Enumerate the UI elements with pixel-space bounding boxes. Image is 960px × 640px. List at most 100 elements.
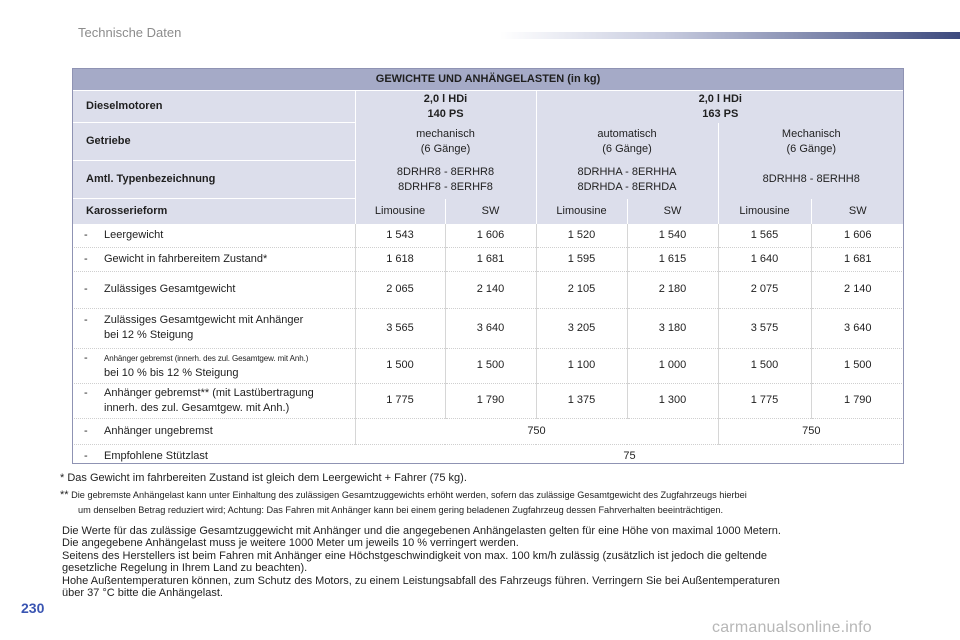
- body-style-cell: SW: [444, 198, 536, 224]
- row-dash: -: [84, 351, 88, 364]
- paragraph-line: Die Werte für das zulässige Gesamtzuggew…: [62, 525, 781, 537]
- paragraph-line: gesetzliche Regelung in Ihrem Land zu be…: [62, 562, 308, 575]
- table-cell: 1 790: [444, 382, 536, 418]
- footnote-1: * Das Gewicht im fahrbereiten Zustand is…: [60, 472, 467, 484]
- table-cell: 1 618: [354, 246, 445, 271]
- gearbox-gears: (6 Gänge): [602, 142, 652, 155]
- table-cell: 3 205: [535, 307, 627, 348]
- row-dash: -: [84, 252, 88, 265]
- body-style-row: Karosserieform Limousine SW Limousine SW…: [72, 198, 905, 224]
- engine-163ps-power: 163 PS: [702, 107, 739, 120]
- footnote-2-line-2: um denselben Betrag reduziert wird; Acht…: [78, 505, 724, 515]
- table-cell: 3 180: [626, 307, 718, 348]
- body-style-cell: Limousine: [354, 198, 445, 224]
- row-label: - Gewicht in fahrbereitem Zustand*: [72, 246, 355, 271]
- engine-140ps-power: 140 PS: [427, 107, 464, 120]
- table-cell: 3 565: [354, 307, 445, 348]
- table-cell: 1 500: [354, 347, 445, 383]
- body-style-cell: Limousine: [535, 198, 627, 224]
- row-dash: -: [84, 450, 88, 463]
- type-code-1: 8DRHR8 - 8ERHR8 8DRHF8 - 8ERHF8: [354, 160, 536, 199]
- table-cell: 1 775: [717, 382, 811, 418]
- paragraph-line: Seitens des Herstellers ist beim Fahren …: [62, 549, 767, 562]
- row-label-text-2: bei 12 % Steigung: [104, 329, 194, 341]
- row-label: - Empfohlene Stützlast: [72, 443, 355, 469]
- gearbox-gears: (6 Gänge): [420, 142, 471, 155]
- table-cell: 2 140: [810, 270, 905, 308]
- table-cell: 2 065: [354, 270, 445, 308]
- type-code-line: 8DRHF8 - 8ERHF8: [398, 180, 493, 193]
- table-cell: 1 595: [535, 246, 627, 271]
- table-row: - Anhänger ungebremst 750 750: [72, 417, 905, 444]
- unbraked-value-1: 750: [354, 417, 718, 444]
- row-dash: -: [84, 283, 88, 295]
- table-cell: 1 790: [810, 382, 905, 418]
- row-dash: -: [84, 386, 88, 399]
- row-label-text: Zulässiges Gesamtgewicht mit Anhänger: [104, 314, 304, 326]
- type-code-line: 8DRHDA - 8ERHDA: [577, 180, 677, 193]
- type-code-3: 8DRHH8 - 8ERHH8: [717, 160, 905, 199]
- gearbox-type: Mechanisch: [781, 127, 841, 140]
- table-cell: 2 180: [626, 270, 718, 308]
- weights-table: GEWICHTE UND ANHÄNGELASTEN (in kg) Diese…: [72, 68, 905, 469]
- paragraph-line: Hohe Außentemperaturen können, zum Schut…: [62, 574, 780, 587]
- paragraph-line: über 37 °C bitte die Anhängelast.: [62, 587, 223, 600]
- row-label-text-2: innerh. des zul. Gesamtgew. mit Anh.): [104, 401, 290, 414]
- table-cell: 1 775: [354, 382, 445, 418]
- header-gradient-bar: [500, 32, 960, 39]
- table-title-row: GEWICHTE UND ANHÄNGELASTEN (in kg): [72, 68, 905, 91]
- table-cell: 2 075: [717, 270, 811, 308]
- row-label-text: Empfohlene Stützlast: [104, 450, 208, 463]
- type-code-2: 8DRHHA - 8ERHHA 8DRHDA - 8ERHDA: [535, 160, 718, 199]
- type-code-line: 8DRHR8 - 8ERHR8: [396, 165, 495, 178]
- section-title: Technische Daten: [78, 25, 182, 40]
- gearbox-type: automatisch: [597, 127, 657, 140]
- gearbox-manual-163: Mechanisch (6 Gänge): [717, 122, 905, 161]
- table-cell: 1 640: [717, 246, 811, 271]
- row-label: - Leergewicht: [72, 224, 355, 247]
- engine-163ps: 2,0 l HDi 163 PS: [535, 90, 905, 123]
- table-row: - Zulässiges Gesamtgewicht 2 065 2 140 2 …: [72, 270, 905, 308]
- table-cell: 3 575: [717, 307, 811, 348]
- gearbox-gears: (6 Gänge): [786, 142, 837, 155]
- footnote-2-line-1: Die gebremste Anhängelast kann unter Ein…: [71, 490, 747, 500]
- row-label-text: Zulässiges Gesamtgewicht: [104, 283, 236, 295]
- page-number: 230: [21, 600, 45, 616]
- table-cell: 1 500: [717, 347, 811, 383]
- row-label-text-2: bei 10 % bis 12 % Steigung: [104, 366, 239, 379]
- support-load-value: 75: [355, 443, 905, 469]
- table-row: - Gewicht in fahrbereitem Zustand* 1 618 …: [72, 246, 905, 271]
- gearbox-label: Getriebe: [72, 122, 355, 161]
- gearbox-manual-140: mechanisch (6 Gänge): [354, 122, 536, 161]
- type-code-line: 8DRHHA - 8ERHHA: [577, 165, 677, 178]
- row-label: - Zulässiges Gesamtgewicht: [72, 270, 355, 308]
- row-label-text: Gewicht in fahrbereitem Zustand*: [104, 252, 268, 265]
- row-label: - Anhänger ungebremst: [72, 417, 355, 444]
- engine-140ps-name: 2,0 l HDi: [423, 92, 468, 105]
- table-row: - Zulässiges Gesamtgewicht mit Anhänger be…: [72, 307, 905, 348]
- row-label-text: Anhänger gebremst (innerh. des zul. Gesa…: [104, 353, 309, 363]
- table-cell: 2 105: [535, 270, 627, 308]
- engine-140ps: 2,0 l HDi 140 PS: [354, 90, 536, 123]
- table-row: - Anhänger gebremst** (mit Lastübertragun…: [72, 382, 905, 418]
- gearbox-type: mechanisch: [416, 127, 475, 140]
- table-cell: 1 375: [535, 382, 627, 418]
- row-label-text: Leergewicht: [104, 228, 164, 241]
- table-cell: 1 500: [444, 347, 536, 383]
- footnote-2: ** Die gebremste Anhängelast kann unter …: [60, 488, 910, 518]
- body-style-label: Karosserieform: [72, 198, 355, 224]
- table-cell: 1 520: [535, 224, 627, 247]
- table-cell: 1 681: [444, 246, 536, 271]
- body-style-cell: SW: [810, 198, 905, 224]
- row-label: - Anhänger gebremst (innerh. des zul. Ges…: [72, 347, 355, 383]
- table-cell: 3 640: [444, 307, 536, 348]
- type-designation-label: Amtl. Typenbezeichnung: [72, 160, 355, 199]
- paragraph-line: Die angegebene Anhängelast muss je weite…: [62, 537, 519, 550]
- engine-163ps-name: 2,0 l HDi: [698, 92, 742, 105]
- table-row: - Anhänger gebremst (innerh. des zul. Ges…: [72, 347, 905, 383]
- type-designation-row: Amtl. Typenbezeichnung 8DRHR8 - 8ERHR8 8…: [72, 160, 905, 199]
- row-label: - Anhänger gebremst** (mit Lastübertragun…: [72, 382, 355, 418]
- table-cell: 1 543: [354, 224, 445, 247]
- row-label-text: Anhänger ungebremst: [104, 424, 213, 437]
- row-label-text: Anhänger gebremst** (mit Lastübertragung: [104, 386, 314, 399]
